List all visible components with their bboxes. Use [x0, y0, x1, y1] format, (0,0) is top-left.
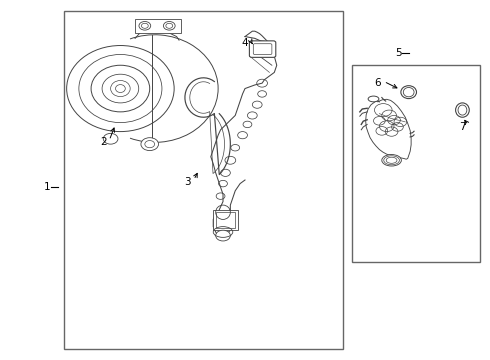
Circle shape — [163, 22, 175, 30]
Ellipse shape — [456, 103, 469, 117]
Bar — [352, 65, 480, 262]
Circle shape — [139, 22, 151, 30]
FancyBboxPatch shape — [249, 41, 276, 57]
Circle shape — [141, 138, 159, 150]
Bar — [135, 19, 181, 33]
Polygon shape — [366, 99, 411, 159]
Text: 4: 4 — [242, 38, 248, 48]
Text: 7: 7 — [459, 122, 466, 132]
Ellipse shape — [382, 154, 401, 166]
Ellipse shape — [401, 86, 416, 99]
Text: 3: 3 — [185, 177, 191, 187]
Bar — [213, 211, 238, 230]
Text: 6: 6 — [374, 78, 381, 88]
Circle shape — [216, 230, 230, 241]
Circle shape — [103, 134, 118, 144]
Text: 1: 1 — [44, 182, 50, 192]
Text: 2: 2 — [100, 138, 107, 147]
Text: 5: 5 — [395, 48, 402, 58]
Ellipse shape — [368, 96, 379, 102]
Bar — [64, 12, 343, 348]
Bar — [216, 212, 235, 228]
